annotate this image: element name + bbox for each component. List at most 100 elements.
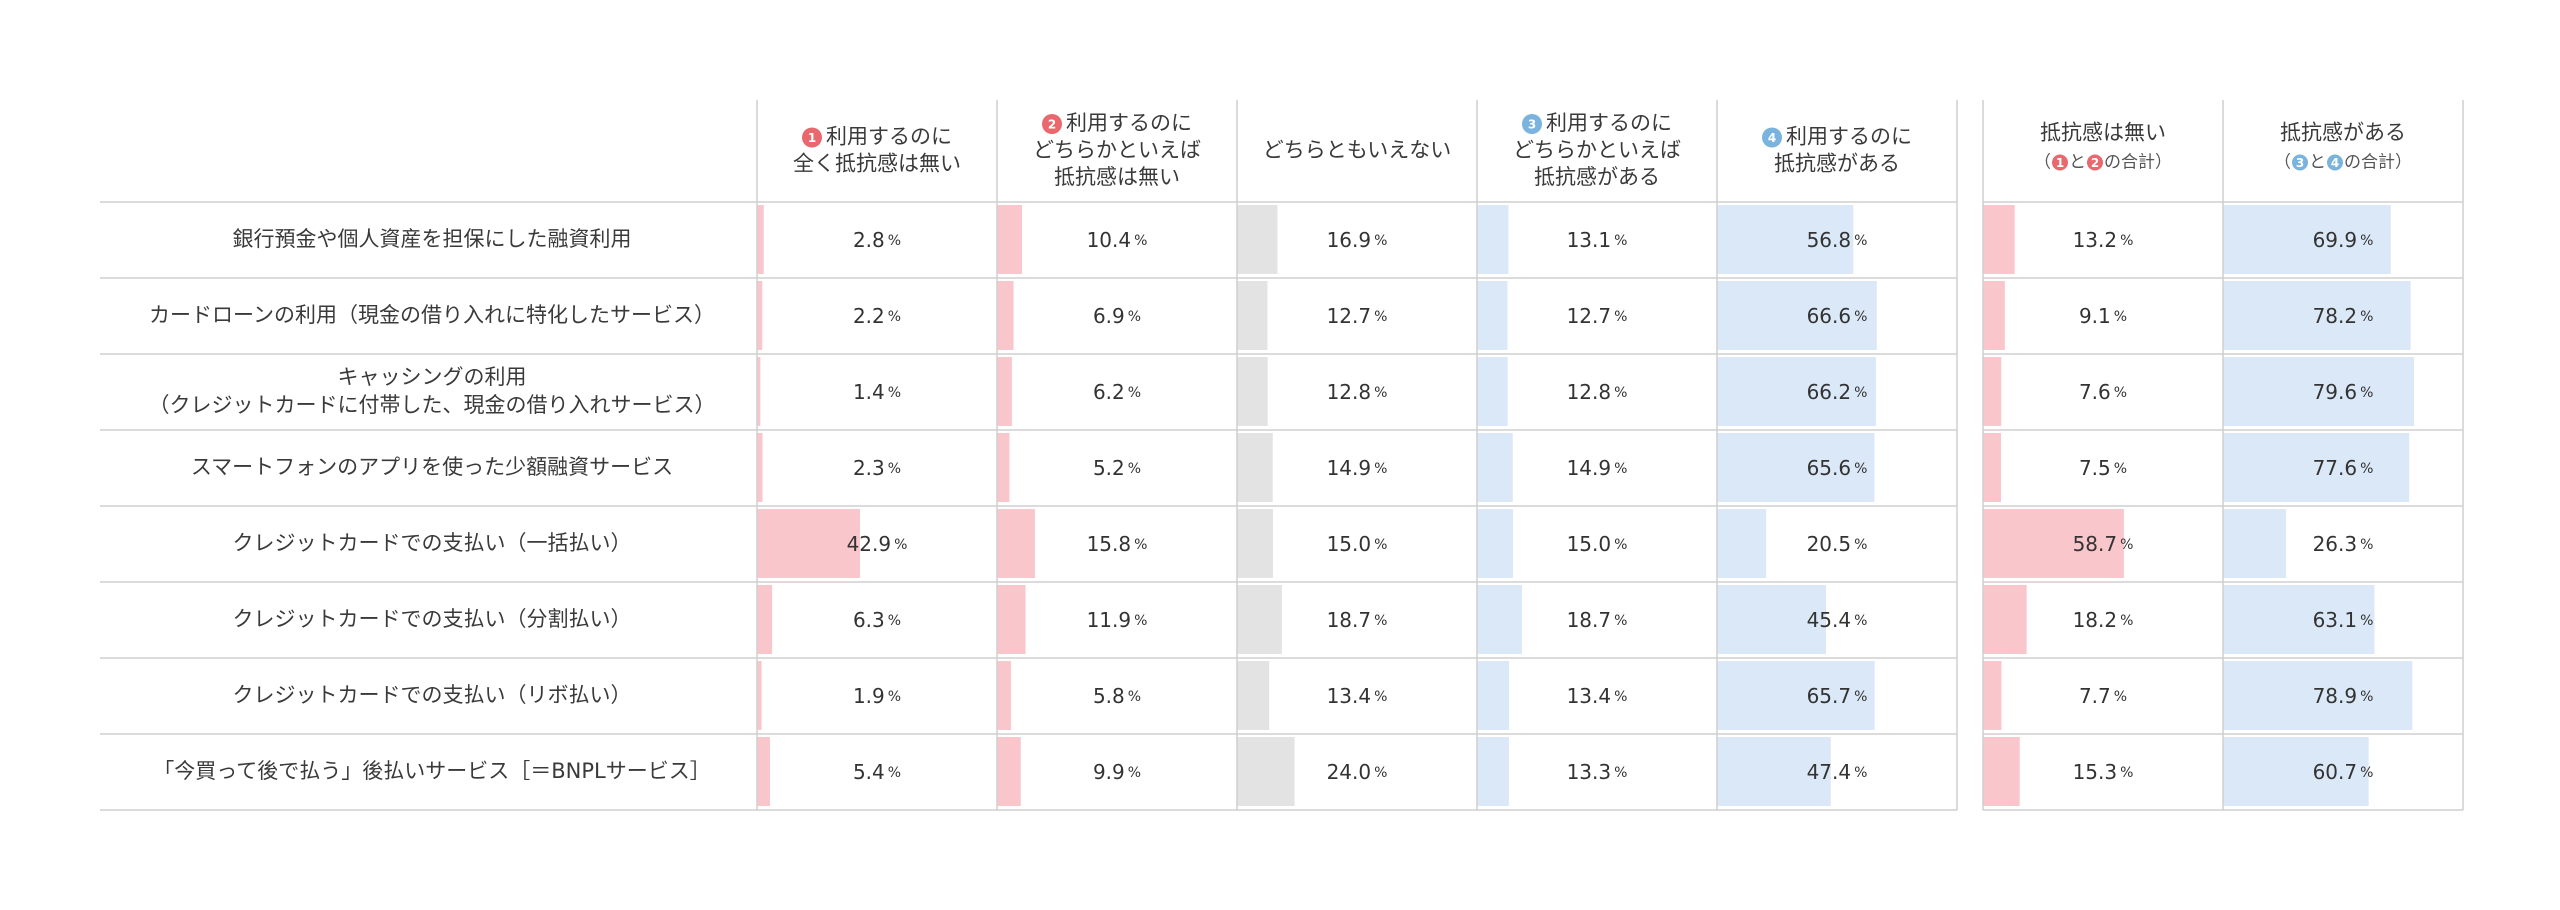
column-header-7-sub-3: と <box>2309 153 2326 173</box>
value-label-r5-c7: 26.3% <box>2313 532 2374 556</box>
value-label-r8-c6: 15.3% <box>2073 760 2134 784</box>
bar-r7-c6 <box>1983 661 2002 730</box>
sum-badge-1-icon <box>2052 154 2068 171</box>
value-label-r5-c1: 42.9% <box>847 532 908 556</box>
sum-badge-4-icon-number: 4 <box>2331 156 2339 170</box>
row-label-3-line-2: （クレジットカードに付帯した、現金の借り入れサービス） <box>149 393 716 417</box>
column-badge-1-icon <box>802 127 822 148</box>
row-label-4-line-1: スマートフォンのアプリを使った少額融資サービス <box>191 455 673 479</box>
bar-r8-c7 <box>2223 737 2369 806</box>
value-label-r7-c4: 13.4% <box>1567 684 1628 708</box>
column-header-1-line-2: 全く抵抗感は無い <box>793 152 961 176</box>
value-label-r4-c5: 65.6% <box>1807 456 1868 480</box>
value-label-r8-c2: 9.9% <box>1093 760 1141 784</box>
column-header-3-line-1: どちらともいえない <box>1263 138 1452 162</box>
sum-badge-3-icon <box>2292 154 2308 171</box>
bar-r1-c6 <box>1983 205 2015 274</box>
value-label-r1-c5: 56.8% <box>1807 228 1868 252</box>
bar-r5-c1 <box>757 509 860 578</box>
value-label-r1-c4: 13.1% <box>1567 228 1628 252</box>
value-label-r3-c6: 7.6% <box>2079 380 2127 404</box>
bar-r2-c4 <box>1477 281 1508 350</box>
value-label-r1-c1: 2.8% <box>853 228 901 252</box>
bar-r5-c5 <box>1717 509 1767 578</box>
column-header-2-line-3: 抵抗感は無い <box>1054 165 1180 189</box>
bar-r8-c3 <box>1237 737 1295 806</box>
bar-r2-c6 <box>1983 281 2005 350</box>
row-label-5-line-1: クレジットカードでの支払い（一括払い） <box>233 531 632 555</box>
column-header-6-sub-1: （ <box>2034 153 2051 173</box>
value-label-r2-c5: 66.6% <box>1807 304 1868 328</box>
bar-r2-c1 <box>757 281 763 350</box>
bar-r3-c4 <box>1477 357 1508 426</box>
row-label-3-line-1: キャッシングの利用 <box>338 365 527 389</box>
bar-r6-c6 <box>1983 585 2027 654</box>
column-header-7-sub-1: （ <box>2274 153 2291 173</box>
column-badge-2-icon <box>1042 114 1062 134</box>
bar-r7-c4 <box>1477 661 1510 730</box>
value-label-r6-c4: 18.7% <box>1567 608 1628 632</box>
bar-r5-c6 <box>1983 509 2124 578</box>
bar-r3-c2 <box>997 357 1012 426</box>
bar-r2-c2 <box>997 281 1014 350</box>
bar-r7-c2 <box>997 661 1011 730</box>
bar-r1-c5 <box>1717 205 1854 274</box>
value-label-r8-c4: 13.3% <box>1567 760 1628 784</box>
bar-r6-c4 <box>1477 585 1522 654</box>
row-label-1-line-1: 銀行預金や個人資産を担保にした融資利用 <box>233 227 632 251</box>
bar-r1-c7 <box>2223 205 2391 274</box>
value-label-r1-c2: 10.4% <box>1087 228 1148 252</box>
column-header-4-line-3: 抵抗感がある <box>1534 165 1660 189</box>
bar-r2-c3 <box>1237 281 1268 350</box>
value-label-r8-c1: 5.4% <box>853 760 901 784</box>
value-label-r4-c3: 14.9% <box>1327 456 1388 480</box>
bar-r8-c4 <box>1477 737 1509 806</box>
column-header-4-line-1: 利用するのに <box>1546 111 1672 135</box>
column-header-6-sub-3: と <box>2069 153 2086 173</box>
bar-r6-c2 <box>997 585 1026 654</box>
value-label-r6-c5: 45.4% <box>1807 608 1868 632</box>
value-label-r2-c3: 12.7% <box>1327 304 1388 328</box>
bar-r5-c4 <box>1477 509 1513 578</box>
bar-r3-c3 <box>1237 357 1268 426</box>
value-label-r8-c5: 47.4% <box>1807 760 1868 784</box>
column-header-5-line-1: 利用するのに <box>1786 125 1912 149</box>
bar-r1-c3 <box>1237 205 1278 274</box>
value-label-r2-c6: 9.1% <box>2079 304 2127 328</box>
bar-r1-c1 <box>757 205 764 274</box>
bar-r6-c5 <box>1717 585 1826 654</box>
column-badge-4-icon <box>1762 127 1782 148</box>
column-header-2-line-1: 利用するのに <box>1066 111 1192 135</box>
bar-r3-c6 <box>1983 357 2002 426</box>
row-label-8-line-1: 「今買って後で払う」後払いサービス［＝BNPLサービス］ <box>153 759 710 783</box>
value-label-r5-c3: 15.0% <box>1327 532 1388 556</box>
column-badge-4-icon-number: 4 <box>1768 131 1776 145</box>
bar-r4-c5 <box>1717 433 1875 502</box>
bar-r8-c6 <box>1983 737 2020 806</box>
value-label-r7-c3: 13.4% <box>1327 684 1388 708</box>
bar-r1-c4 <box>1477 205 1509 274</box>
value-label-r4-c2: 5.2% <box>1093 456 1141 480</box>
value-label-r7-c2: 5.8% <box>1093 684 1141 708</box>
value-label-r4-c6: 7.5% <box>2079 456 2127 480</box>
bar-r3-c7 <box>2223 357 2415 426</box>
value-label-r3-c3: 12.8% <box>1327 380 1388 404</box>
bar-r7-c5 <box>1717 661 1875 730</box>
value-label-r6-c7: 63.1% <box>2313 608 2374 632</box>
column-badge-3-icon <box>1522 114 1542 134</box>
bar-r3-c1 <box>757 357 761 426</box>
value-label-r6-c2: 11.9% <box>1087 608 1148 632</box>
value-label-r3-c5: 66.2% <box>1807 380 1868 404</box>
value-label-r4-c7: 77.6% <box>2313 456 2374 480</box>
bar-r4-c4 <box>1477 433 1513 502</box>
column-badge-1-icon-number: 1 <box>808 131 816 145</box>
sum-badge-3-icon-number: 3 <box>2296 156 2304 170</box>
bar-r5-c3 <box>1237 509 1273 578</box>
bar-r6-c3 <box>1237 585 1282 654</box>
bar-r4-c1 <box>757 433 763 502</box>
column-header-5-line-2: 抵抗感がある <box>1774 152 1900 176</box>
bar-r6-c7 <box>2223 585 2375 654</box>
value-label-r1-c3: 16.9% <box>1327 228 1388 252</box>
column-header-7-line-1: 抵抗感がある <box>2280 121 2406 145</box>
